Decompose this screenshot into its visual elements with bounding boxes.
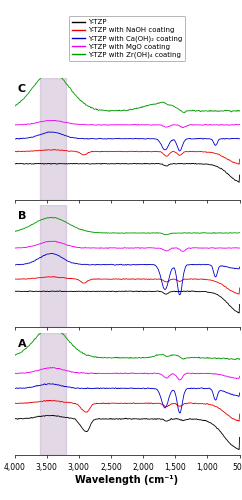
Text: A: A (18, 339, 27, 349)
Legend: Y-TZP, Y-TZP with NaOH coating, Y-TZP with Ca(OH)₂ coating, Y-TZP with MgO coati: Y-TZP, Y-TZP with NaOH coating, Y-TZP wi… (69, 16, 185, 62)
Text: C: C (18, 84, 26, 94)
Bar (40, 78, 66, 200)
Bar (40, 333, 66, 455)
Text: B: B (18, 212, 26, 222)
X-axis label: Wavelength (cm⁻¹): Wavelength (cm⁻¹) (76, 475, 179, 485)
Bar (40, 205, 66, 328)
